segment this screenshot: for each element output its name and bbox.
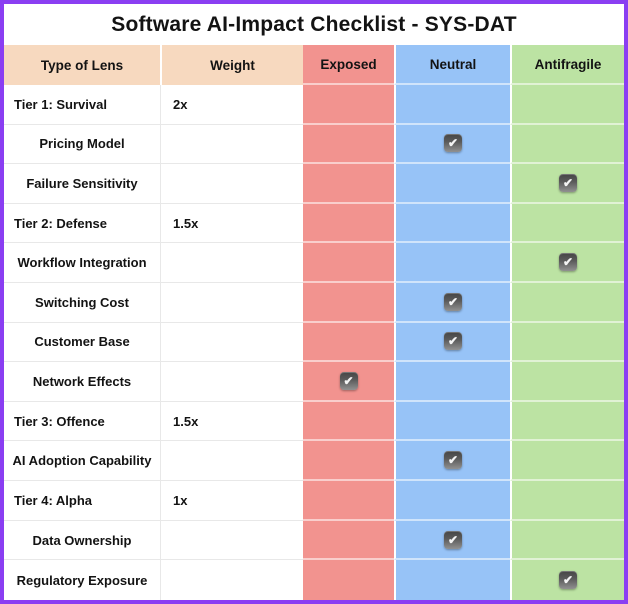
weight-value: 2x [160, 85, 303, 125]
antifragile-cell [510, 322, 624, 363]
checkbox-checked-icon[interactable]: ✔ [559, 253, 577, 272]
antifragile-cell: ✔ [510, 243, 624, 284]
table-header-row: Type of Lens Weight Exposed Neutral Anti… [4, 45, 624, 85]
table-row: Switching Cost ✔ [4, 283, 624, 323]
table-row: Tier 2: Defense 1.5x [4, 203, 624, 244]
weight-value: 1.5x [160, 401, 303, 442]
neutral-cell [394, 362, 510, 402]
antifragile-cell: ✔ [510, 560, 624, 600]
checkbox-checked-icon[interactable]: ✔ [444, 530, 462, 549]
antifragile-cell [510, 401, 624, 442]
lens-item-label: Network Effects [4, 362, 160, 402]
checkbox-checked-icon[interactable]: ✔ [444, 292, 462, 311]
checkbox-checked-icon[interactable]: ✔ [444, 451, 462, 470]
table-row: Failure Sensitivity ✔ [4, 164, 624, 204]
table-row: AI Adoption Capability ✔ [4, 441, 624, 482]
exposed-cell [303, 322, 394, 363]
weight-value [160, 124, 303, 165]
neutral-cell: ✔ [394, 441, 510, 482]
weight-value [160, 560, 303, 600]
weight-value [160, 283, 303, 323]
antifragile-cell [510, 124, 624, 165]
table-row: Tier 3: Offence 1.5x [4, 401, 624, 442]
exposed-cell: ✔ [303, 362, 394, 402]
antifragile-cell [510, 203, 624, 244]
neutral-cell [394, 481, 510, 521]
weight-value: 1.5x [160, 203, 303, 244]
lens-item-label: Switching Cost [4, 283, 160, 323]
table-row: Data Ownership ✔ [4, 520, 624, 561]
exposed-cell [303, 441, 394, 482]
antifragile-cell: ✔ [510, 164, 624, 204]
tier-row-label: Tier 4: Alpha [4, 481, 160, 521]
neutral-cell [394, 243, 510, 284]
exposed-cell [303, 85, 394, 125]
column-header-type-of-lens: Type of Lens [4, 45, 160, 85]
neutral-cell [394, 401, 510, 442]
tier-row-label: Tier 2: Defense [4, 203, 160, 244]
table-body: Tier 1: Survival 2x Pricing Model ✔ Failure … [4, 85, 624, 600]
weight-value [160, 164, 303, 204]
antifragile-cell [510, 85, 624, 125]
exposed-cell [303, 401, 394, 442]
table-row: Pricing Model ✔ [4, 124, 624, 165]
antifragile-cell [510, 283, 624, 323]
checkbox-checked-icon[interactable]: ✔ [444, 134, 462, 153]
lens-item-label: Workflow Integration [4, 243, 160, 284]
antifragile-cell [510, 520, 624, 561]
table-row: Tier 4: Alpha 1x [4, 481, 624, 521]
weight-value [160, 322, 303, 363]
weight-value [160, 441, 303, 482]
checkbox-checked-icon[interactable]: ✔ [339, 372, 358, 391]
lens-item-label: Failure Sensitivity [4, 164, 160, 204]
checkbox-checked-icon[interactable]: ✔ [444, 332, 462, 351]
tier-row-label: Tier 1: Survival [4, 85, 160, 125]
checkbox-checked-icon[interactable]: ✔ [559, 174, 577, 193]
tier-row-label: Tier 3: Offence [4, 401, 160, 442]
column-header-weight: Weight [160, 45, 303, 85]
antifragile-cell [510, 441, 624, 482]
exposed-cell [303, 283, 394, 323]
table-row: Regulatory Exposure ✔ [4, 560, 624, 600]
neutral-cell: ✔ [394, 322, 510, 363]
exposed-cell [303, 520, 394, 561]
table-row: Network Effects ✔ [4, 362, 624, 402]
table-row: Workflow Integration ✔ [4, 243, 624, 284]
exposed-cell [303, 243, 394, 284]
weight-value [160, 362, 303, 402]
neutral-cell [394, 203, 510, 244]
column-header-neutral: Neutral [394, 45, 510, 85]
antifragile-cell [510, 481, 624, 521]
lens-item-label: Pricing Model [4, 124, 160, 165]
table-row: Customer Base ✔ [4, 322, 624, 363]
lens-item-label: Customer Base [4, 322, 160, 363]
table-row: Tier 1: Survival 2x [4, 85, 624, 125]
neutral-cell [394, 85, 510, 125]
lens-item-label: Regulatory Exposure [4, 560, 160, 600]
lens-item-label: AI Adoption Capability [4, 441, 160, 482]
column-header-antifragile: Antifragile [510, 45, 624, 85]
exposed-cell [303, 203, 394, 244]
column-header-exposed: Exposed [303, 45, 394, 85]
page-title: Software AI-Impact Checklist - SYS-DAT [4, 4, 624, 45]
antifragile-cell [510, 362, 624, 402]
exposed-cell [303, 124, 394, 165]
neutral-cell: ✔ [394, 283, 510, 323]
weight-value: 1x [160, 481, 303, 521]
neutral-cell [394, 164, 510, 204]
checkbox-checked-icon[interactable]: ✔ [559, 571, 577, 590]
exposed-cell [303, 481, 394, 521]
neutral-cell [394, 560, 510, 600]
lens-item-label: Data Ownership [4, 520, 160, 561]
weight-value [160, 520, 303, 561]
exposed-cell [303, 560, 394, 600]
exposed-cell [303, 164, 394, 204]
neutral-cell: ✔ [394, 124, 510, 165]
neutral-cell: ✔ [394, 520, 510, 561]
weight-value [160, 243, 303, 284]
